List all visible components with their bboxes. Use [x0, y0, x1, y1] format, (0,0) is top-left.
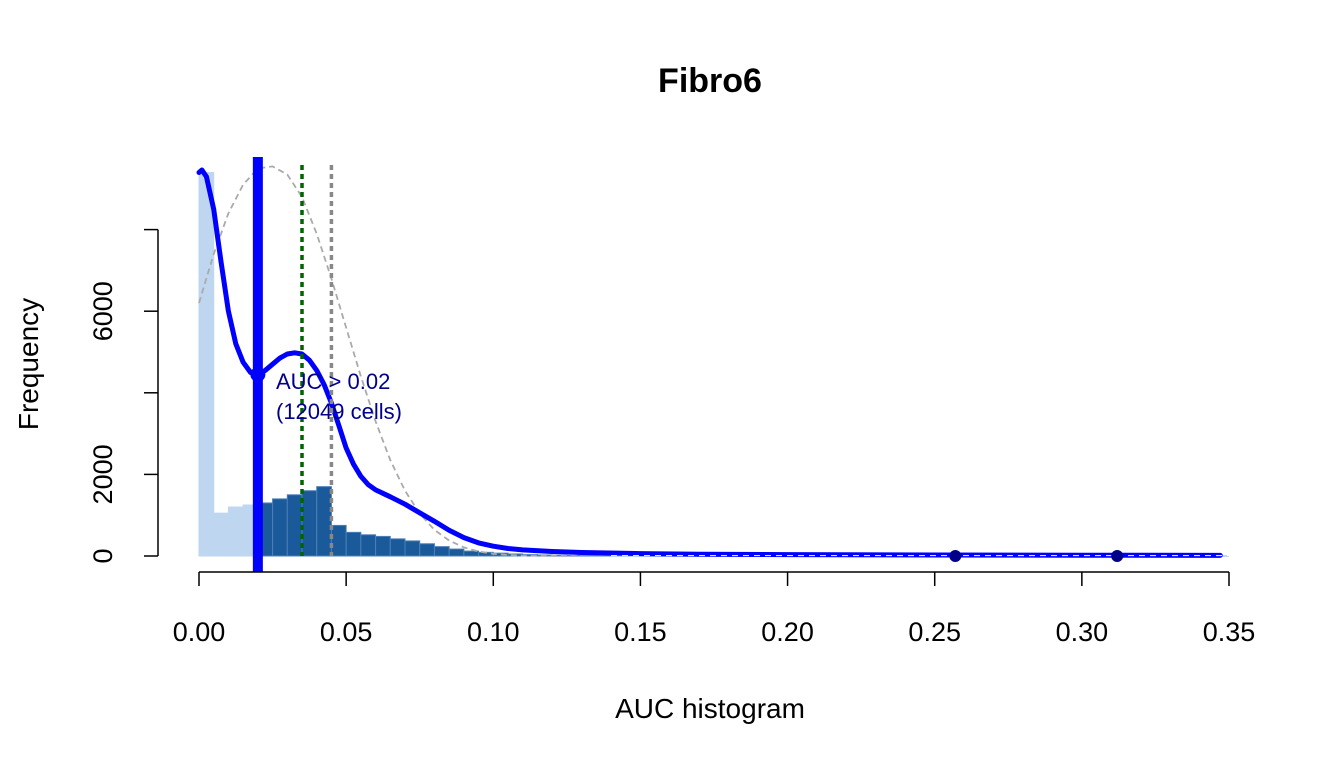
histogram-bar-1 — [213, 512, 229, 557]
outlier-point-1 — [1111, 550, 1124, 562]
histogram-bar-2 — [227, 506, 244, 557]
histogram-bar-6 — [286, 494, 303, 557]
threshold-annotation-line2: (12049 cells) — [276, 399, 402, 424]
histogram-bar-0 — [198, 171, 215, 557]
density-curve — [196, 167, 1229, 558]
histogram-bar-14 — [404, 540, 421, 557]
x-tick-label-3: 0.15 — [614, 617, 667, 647]
histogram-bars — [198, 171, 1229, 557]
x-tick-label-0: 0.00 — [173, 617, 226, 647]
histogram-bar-17 — [448, 548, 465, 557]
threshold-annotation-line1: AUC > 0.02 — [276, 369, 390, 394]
outlier-point-0 — [949, 550, 962, 562]
normal-fit-line — [198, 165, 582, 557]
x-tick-label-4: 0.20 — [761, 617, 814, 647]
x-tick-label-2: 0.10 — [467, 617, 520, 647]
y-tick-label-1: 2000 — [88, 444, 118, 504]
histogram-bar-16 — [433, 546, 450, 557]
threshold-marker — [250, 366, 266, 382]
histogram-bar-11 — [360, 534, 377, 557]
histogram-bar-13 — [389, 538, 406, 557]
histogram-bar-9 — [330, 524, 347, 557]
histogram-bar-10 — [345, 531, 362, 557]
y-tick-label-0: 0 — [88, 548, 118, 563]
x-axis: 0.00 0.05 0.10 0.15 0.20 0.25 0.30 0.35 — [173, 571, 1256, 647]
histogram-bar-15 — [419, 543, 435, 557]
x-axis-label: AUC histogram — [615, 693, 805, 724]
histogram-bar-12 — [375, 535, 391, 557]
x-tick-label-5: 0.25 — [908, 617, 961, 647]
y-tick-label-2: 6000 — [88, 281, 118, 341]
x-tick-label-6: 0.30 — [1056, 617, 1109, 647]
x-tick-label-7: 0.35 — [1203, 617, 1256, 647]
histogram-bar-18 — [463, 550, 480, 557]
outlier-points — [949, 550, 1124, 562]
x-tick-label-1: 0.05 — [320, 617, 373, 647]
histogram-bar-5 — [272, 498, 288, 557]
threshold-lines — [250, 157, 334, 572]
y-axis-label: Frequency — [13, 298, 44, 430]
normal-fit-curve — [198, 165, 582, 557]
histogram-bar-8 — [316, 486, 332, 557]
histogram-bar-7 — [301, 490, 318, 557]
y-axis: 0 2000 6000 — [88, 228, 159, 564]
density-line — [196, 167, 1223, 558]
chart-title: Fibro6 — [658, 62, 762, 100]
